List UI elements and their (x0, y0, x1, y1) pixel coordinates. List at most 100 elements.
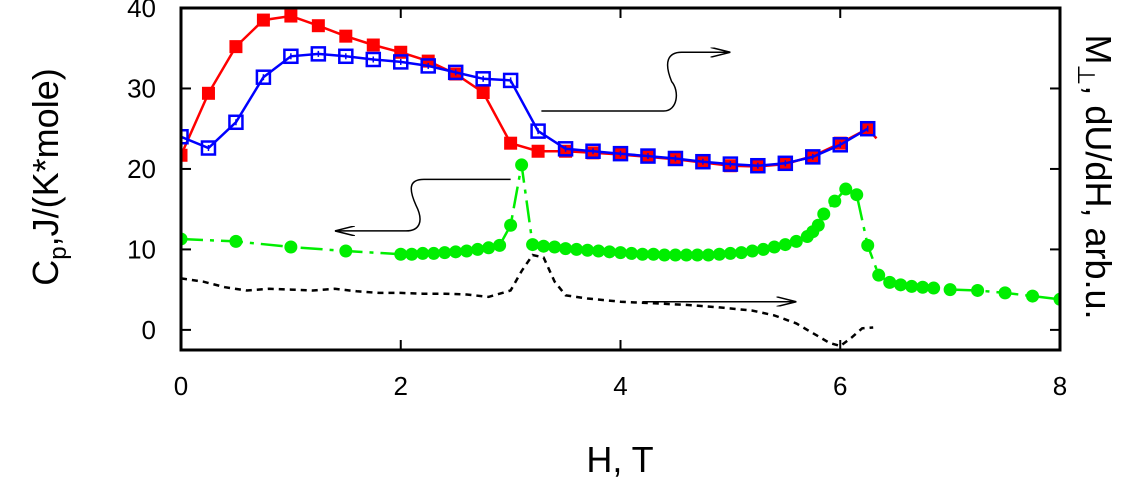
y-tick-label: 20 (127, 154, 156, 184)
series-green-point (537, 239, 551, 253)
y-tick-label: 40 (127, 0, 156, 23)
annotation-arrow (541, 52, 731, 112)
series-blue-point (832, 137, 848, 153)
y-axis-label-rest: ,J/(K*mole) (25, 68, 66, 246)
series-blue-point (228, 114, 244, 131)
series-black-dashed-line (181, 253, 874, 348)
x-tick-label: 8 (1053, 371, 1067, 401)
series-green-point (229, 234, 243, 248)
x-tick-label: 2 (394, 371, 408, 401)
series-green-point (515, 158, 529, 172)
series-green-point (839, 182, 853, 196)
series-red-point (229, 40, 243, 54)
series-red-point (504, 136, 518, 150)
series-blue-point (420, 58, 436, 74)
series-green-point (828, 194, 842, 208)
series-red-point (366, 38, 380, 52)
series-green-point (471, 242, 485, 256)
series-blue-point (695, 153, 711, 170)
series-red-point (201, 86, 215, 100)
x-axis-label: H, T (586, 439, 653, 480)
y-tick-label: 10 (127, 234, 156, 264)
right-axis-label-sub: ⊥ (1072, 64, 1099, 85)
series-green-point (614, 246, 627, 260)
series-red-point (256, 13, 270, 27)
series-blue-point (722, 156, 739, 172)
series-green-point (284, 240, 298, 254)
y-axis-label: Cp,J/(K*mole) (25, 68, 72, 285)
annotation-arrow (334, 178, 511, 231)
y-axis: 0 10 20 30 40 (127, 0, 1060, 345)
series-green-point (971, 283, 985, 297)
series-green-point (570, 242, 584, 256)
series-green-point (405, 247, 419, 261)
series-green-point (894, 278, 908, 292)
series-green-point (789, 234, 803, 248)
series-green-point (861, 238, 875, 252)
series-blue-point (530, 123, 546, 139)
right-axis-label-rest: , dU/dH, arb.u. (1078, 85, 1119, 319)
series-red-point (476, 85, 490, 99)
series-green-point (701, 248, 715, 262)
series-blue-point (750, 157, 766, 174)
series-green-point (850, 188, 864, 202)
series-green-point (592, 244, 606, 258)
series-blue-point (777, 155, 794, 172)
series-blue-point (283, 48, 299, 65)
series-blue-point (475, 71, 491, 87)
series-green-point (504, 218, 518, 232)
series-green-point (690, 248, 704, 262)
series-green-point (339, 244, 353, 258)
right-axis-label: M⊥, dU/dH, arb.u. (1072, 34, 1119, 319)
series-green-point (872, 268, 886, 282)
series-blue-point (612, 145, 629, 162)
series-green-point (559, 242, 573, 256)
series-green-point (482, 241, 496, 255)
series-blue-point (200, 140, 217, 156)
x-tick-label: 4 (613, 371, 627, 401)
series-red-point (181, 148, 188, 162)
series-blue-point (181, 129, 189, 145)
series-green-point (603, 245, 617, 259)
series-red-line (181, 14, 878, 168)
series-green-point (905, 279, 919, 293)
series-blue-point (447, 64, 464, 81)
series-green-point (679, 248, 693, 262)
y-axis-label-sub: p (45, 246, 72, 259)
series-green-point (460, 244, 474, 258)
series-green-point (927, 281, 941, 295)
y-tick-label: 0 (142, 315, 156, 345)
series-blue-point (255, 69, 272, 85)
series-blue-point (640, 148, 656, 164)
series-green-point (493, 238, 507, 252)
series-green-point (883, 275, 897, 289)
series-green-point (916, 280, 930, 294)
series-blue-point (502, 72, 519, 89)
series-blue-point (805, 149, 821, 165)
series-green-point (1026, 289, 1040, 303)
series-green-point (657, 248, 671, 262)
series-blue-point (393, 54, 409, 70)
y-tick-label: 30 (127, 73, 156, 103)
series-red-point (339, 29, 353, 43)
series-green-point (668, 248, 682, 262)
series-green-point (438, 246, 452, 260)
series-blue-point (365, 51, 382, 68)
series-green-point (581, 243, 595, 257)
series-red-point (394, 45, 408, 59)
series-green-point (548, 240, 562, 254)
series-green-point (635, 247, 649, 261)
series-red-point (531, 144, 545, 158)
series-green-point (624, 246, 638, 260)
series-green-point (734, 246, 748, 260)
series-blue-point (585, 143, 601, 159)
series-blue-point (859, 120, 876, 137)
x-tick-label: 6 (833, 371, 847, 401)
series-green-point (712, 247, 726, 261)
series-green-point (817, 207, 831, 221)
series-green-point (646, 247, 660, 261)
series-green-point (811, 218, 825, 232)
series-blue-point (310, 46, 327, 62)
series-green-point (427, 246, 441, 260)
